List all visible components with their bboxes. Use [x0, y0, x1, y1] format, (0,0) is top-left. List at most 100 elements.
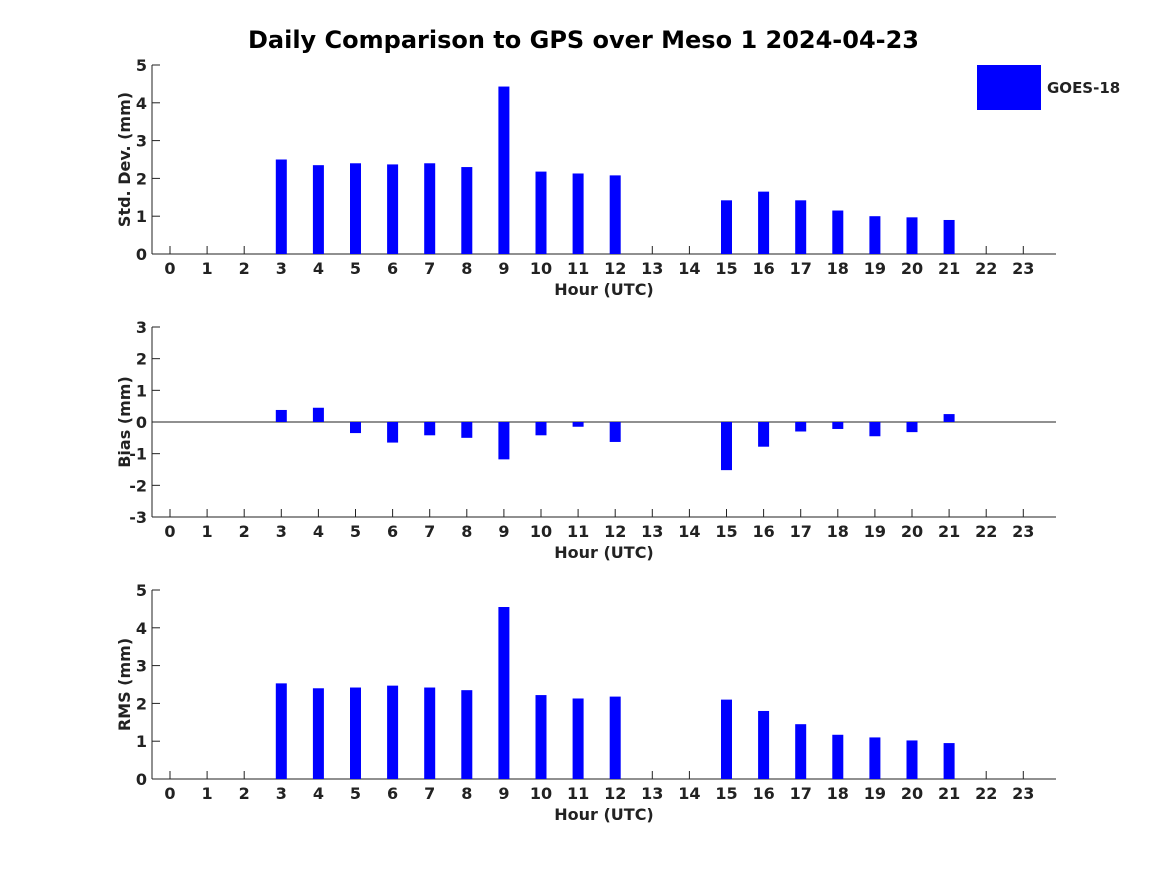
bar-hour-8 — [461, 422, 473, 438]
bar-hour-5 — [350, 163, 361, 254]
x-tick-label: 5 — [350, 784, 361, 803]
x-tick-label: 21 — [938, 259, 960, 278]
y-tick-label: 3 — [136, 132, 147, 151]
x-tick-label: 1 — [202, 522, 213, 541]
bar-hour-19 — [869, 422, 881, 437]
y-tick-label: 1 — [136, 381, 147, 400]
bar-hour-20 — [906, 217, 918, 254]
bar-hour-12 — [609, 696, 621, 779]
x-tick-label: 3 — [276, 522, 287, 541]
bar-hour-18 — [832, 734, 844, 779]
bar-hour-19 — [869, 216, 881, 254]
x-axis-label: Hour (UTC) — [554, 280, 654, 299]
bar-hour-7 — [424, 687, 436, 779]
x-tick-label: 4 — [313, 784, 324, 803]
x-tick-label: 22 — [975, 784, 997, 803]
bar-hour-3 — [275, 159, 287, 254]
x-tick-label: 9 — [498, 522, 509, 541]
legend: GOES-18 — [977, 65, 1120, 110]
x-tick-label: 17 — [790, 522, 812, 541]
bar-hour-17 — [795, 422, 807, 432]
y-tick-label: 3 — [136, 657, 147, 676]
bar-hour-18 — [832, 210, 844, 254]
bar-hour-21 — [943, 219, 955, 254]
x-tick-label: 19 — [864, 784, 886, 803]
y-tick-label: 1 — [136, 732, 147, 751]
y-tick-label: 5 — [136, 56, 147, 75]
y-tick-label: 0 — [136, 245, 147, 264]
bar-hour-5 — [350, 422, 361, 434]
bar-hour-11 — [572, 422, 584, 427]
bar-hour-18 — [832, 422, 844, 429]
x-tick-label: 10 — [530, 522, 552, 541]
bar-hour-10 — [535, 695, 547, 779]
bar-hour-10 — [535, 422, 547, 436]
x-tick-label: 16 — [752, 522, 774, 541]
bar-hour-15 — [721, 200, 732, 254]
x-tick-label: 19 — [864, 522, 886, 541]
y-tick-label: 1 — [136, 207, 147, 226]
x-tick-label: 6 — [387, 784, 398, 803]
x-tick-label: 5 — [350, 522, 361, 541]
bar-hour-12 — [609, 175, 621, 254]
bar-hour-20 — [906, 740, 918, 779]
y-tick-label: -2 — [129, 476, 147, 495]
x-tick-label: 13 — [641, 784, 663, 803]
x-axis-label: Hour (UTC) — [554, 805, 654, 824]
bar-hour-15 — [721, 699, 732, 779]
x-tick-label: 6 — [387, 522, 398, 541]
bar-hour-15 — [721, 422, 732, 471]
bar-hour-21 — [943, 743, 955, 779]
x-tick-label: 6 — [387, 259, 398, 278]
legend-swatch — [977, 65, 1041, 110]
x-tick-label: 20 — [901, 522, 923, 541]
bar-hour-3 — [275, 683, 287, 779]
bar-hour-16 — [758, 422, 770, 447]
x-tick-label: 12 — [604, 784, 626, 803]
x-tick-label: 12 — [604, 259, 626, 278]
bar-hour-16 — [758, 710, 770, 779]
bar-hour-4 — [312, 407, 324, 422]
x-tick-label: 2 — [239, 259, 250, 278]
y-tick-label: -3 — [129, 508, 147, 527]
x-tick-label: 0 — [164, 522, 175, 541]
x-tick-label: 22 — [975, 522, 997, 541]
y-tick-label: 2 — [136, 350, 147, 369]
x-tick-label: 18 — [827, 784, 849, 803]
x-tick-label: 16 — [752, 259, 774, 278]
x-tick-label: 23 — [1012, 259, 1034, 278]
y-axis-label: RMS (mm) — [115, 638, 134, 731]
x-tick-label: 15 — [715, 522, 737, 541]
x-tick-label: 17 — [790, 259, 812, 278]
y-axis-label: Bias (mm) — [115, 376, 134, 468]
x-tick-label: 23 — [1012, 522, 1034, 541]
bar-hour-17 — [795, 200, 807, 254]
x-tick-label: 9 — [498, 259, 509, 278]
x-tick-label: 11 — [567, 259, 589, 278]
bar-hour-17 — [795, 724, 807, 779]
x-axis-label: Hour (UTC) — [554, 543, 654, 562]
x-tick-label: 11 — [567, 784, 589, 803]
bar-hour-3 — [275, 409, 287, 422]
x-tick-label: 18 — [827, 522, 849, 541]
y-tick-label: 4 — [136, 94, 147, 113]
x-tick-label: 2 — [239, 784, 250, 803]
x-tick-label: 16 — [752, 784, 774, 803]
y-tick-label: 2 — [136, 694, 147, 713]
chart-title: Daily Comparison to GPS over Meso 1 2024… — [247, 26, 920, 54]
y-tick-label: 3 — [136, 318, 147, 337]
bar-hour-6 — [387, 685, 399, 779]
bar-hour-6 — [387, 164, 399, 254]
x-tick-label: 2 — [239, 522, 250, 541]
x-tick-label: 14 — [678, 522, 700, 541]
bar-hour-10 — [535, 171, 547, 254]
x-tick-label: 10 — [530, 784, 552, 803]
bar-hour-4 — [312, 165, 324, 254]
x-tick-label: 4 — [313, 259, 324, 278]
x-tick-label: 14 — [678, 784, 700, 803]
bar-hour-19 — [869, 737, 881, 779]
x-tick-label: 19 — [864, 259, 886, 278]
bar-hour-8 — [461, 690, 473, 779]
